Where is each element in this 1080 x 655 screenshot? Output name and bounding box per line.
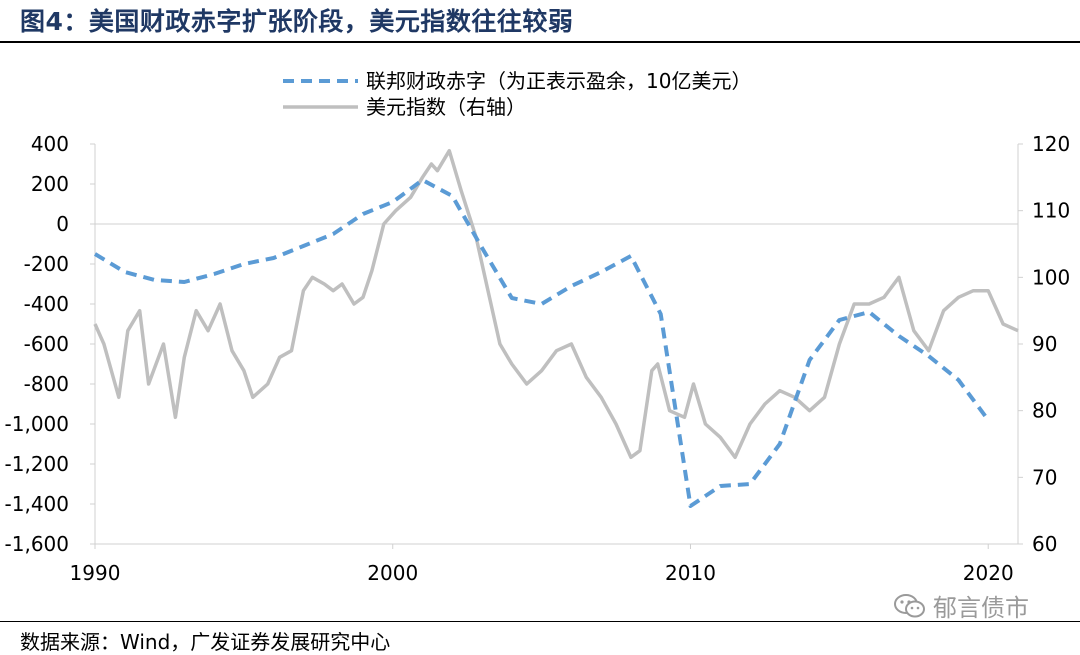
y-left-tick-label: -800: [24, 372, 69, 396]
x-tick-label: 2020: [963, 561, 1014, 585]
y-right-tick-label: 100: [1032, 265, 1070, 289]
deficit-series-line: [93, 178, 990, 508]
y-right-tick-label: 120: [1032, 132, 1070, 156]
y-left-tick-label: -1,200: [5, 452, 69, 476]
top-rule: [0, 41, 1080, 43]
y-left-tick-label: -600: [24, 332, 69, 356]
legend-label: 联邦财政赤字（为正表示盈余，10亿美元）: [366, 69, 751, 93]
y-right-tick-label: 80: [1032, 399, 1057, 423]
y-right-tick-label: 90: [1032, 332, 1057, 356]
wechat-icon: [894, 593, 925, 617]
watermark-text: 郁言债市: [933, 594, 1029, 622]
watermark: 郁言债市: [893, 588, 1029, 623]
y-right-tick-label: 60: [1032, 532, 1057, 556]
x-tick-label: 1990: [70, 561, 121, 585]
y-left-tick-label: -1,400: [5, 492, 69, 516]
dollar-index-series-line: [93, 148, 1019, 460]
y-left-tick-label: -400: [24, 292, 69, 316]
y-left-tick-label: -1,600: [5, 532, 69, 556]
y-left-tick-label: -200: [24, 252, 69, 276]
y-left-tick-label: 400: [31, 132, 69, 156]
x-tick-label: 2010: [665, 561, 716, 585]
legend-label: 美元指数（右轴）: [366, 95, 526, 119]
y-left-tick-label: 200: [31, 172, 69, 196]
y-left-tick-label: 0: [56, 212, 69, 236]
x-tick-label: 2000: [367, 561, 418, 585]
y-left-tick-label: -1,000: [5, 412, 69, 436]
bottom-rule: [0, 621, 1080, 622]
y-right-tick-label: 70: [1032, 465, 1057, 489]
chart: 4002000-200-400-600-800-1,000-1,200-1,40…: [5, 69, 1071, 585]
y-right-tick-label: 110: [1032, 199, 1070, 223]
source-note: 数据来源：Wind，广发证券发展研究中心: [20, 630, 391, 654]
figure-title: 图4：美国财政赤字扩张阶段，美元指数往往较弱: [20, 7, 574, 36]
